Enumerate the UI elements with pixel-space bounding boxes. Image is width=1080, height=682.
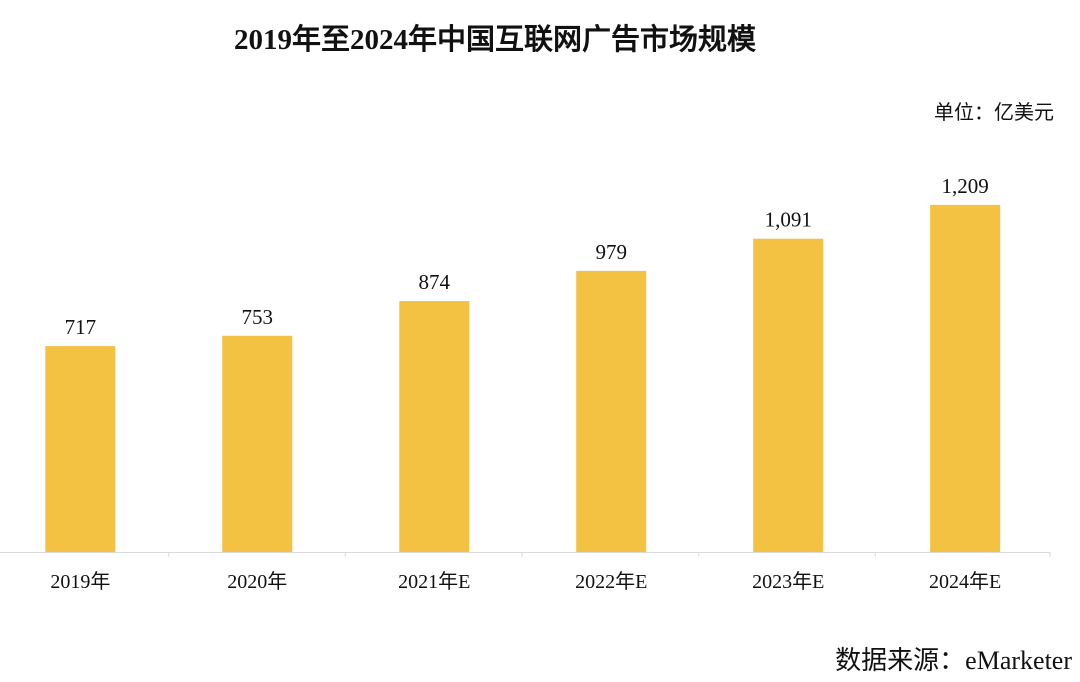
bar [399,301,470,552]
chart-title: 2019年至2024年中国互联网广告市场规模 [233,24,756,56]
x-tick-label: 2022年E [575,570,647,593]
bar [576,270,647,552]
x-tick-label: 2023年E [752,570,824,593]
x-tick-label: 2024年E [929,570,1001,593]
bar [222,335,293,552]
bar [930,204,1001,552]
data-label: 753 [242,305,274,329]
x-tick-label: 2019年 [50,570,110,593]
data-label: 1,091 [765,208,812,232]
data-label: 1,209 [942,174,989,198]
x-tick-label: 2021年E [398,570,470,593]
source-label: 数据来源：eMarketer [835,646,1072,675]
bar [753,238,824,552]
x-tick-label: 2020年 [227,570,287,593]
data-label: 717 [65,315,97,339]
data-label: 979 [595,240,627,264]
unit-label: 单位：亿美元 [934,102,1054,124]
bar [45,346,116,552]
data-label: 874 [419,270,451,294]
